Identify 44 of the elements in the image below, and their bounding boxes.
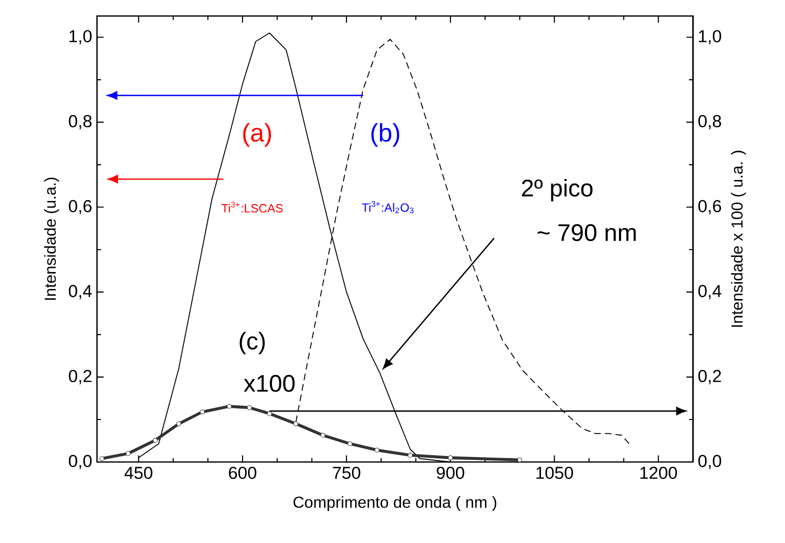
- annotation: Ti$^{3+}$:LSCAS: [222, 202, 283, 213]
- y2-axis-title: Intensidade x 100 ( u.a. ): [730, 150, 746, 327]
- y-axis-title: Intensidade (u.a.): [44, 178, 60, 300]
- point: [374, 448, 380, 453]
- annotation: x100: [244, 374, 295, 392]
- point: [99, 456, 104, 462]
- point: [408, 452, 413, 458]
- y-tick-label: 0,0: [68, 454, 92, 470]
- point: [293, 421, 298, 426]
- x-tick-label: 450: [124, 466, 152, 479]
- point: [267, 411, 272, 416]
- y2-tick-label: 0,8: [698, 115, 722, 130]
- point: [448, 455, 453, 460]
- x-tick-label: 900: [436, 466, 464, 479]
- y2-tick-label: 0,6: [698, 200, 722, 214]
- point: [200, 409, 205, 414]
- y2-tick-label: 0,4: [698, 284, 722, 300]
- point: [126, 451, 131, 456]
- x-tick-label: 1200: [640, 466, 677, 479]
- point: [517, 457, 522, 462]
- y-tick-label: 0,2: [68, 370, 92, 384]
- point: [226, 404, 232, 409]
- point: [152, 438, 158, 443]
- point: [348, 441, 352, 446]
- annotation: (b): [371, 123, 400, 147]
- annotation: (a): [243, 123, 271, 147]
- point: [176, 421, 182, 426]
- y-tick-label: 0,8: [68, 115, 92, 130]
- y-tick-label: 0,4: [68, 284, 92, 300]
- y2-tick-label: 1,0: [699, 30, 722, 44]
- annotation: (c): [240, 332, 265, 354]
- point: [320, 432, 326, 438]
- y2-tick-label: 0,2: [698, 370, 721, 384]
- y-tick-label: 1,0: [70, 30, 92, 44]
- x-tick-label: 750: [332, 466, 360, 479]
- y-tick-label: 0,6: [68, 200, 92, 214]
- annotation: ~ 790 nm: [538, 224, 636, 242]
- y2-tick-label: 0,0: [698, 454, 722, 470]
- x-axis-title: Comprimento de onda ( nm ): [294, 496, 496, 512]
- x-tick-label: 1050: [536, 466, 573, 479]
- annotation: 2º pico: [522, 178, 593, 202]
- point: [247, 405, 252, 410]
- x-tick-label: 600: [228, 466, 256, 479]
- annotation: Ti$^{3+}$:Al$_{2}$O$_{3}$: [362, 201, 414, 214]
